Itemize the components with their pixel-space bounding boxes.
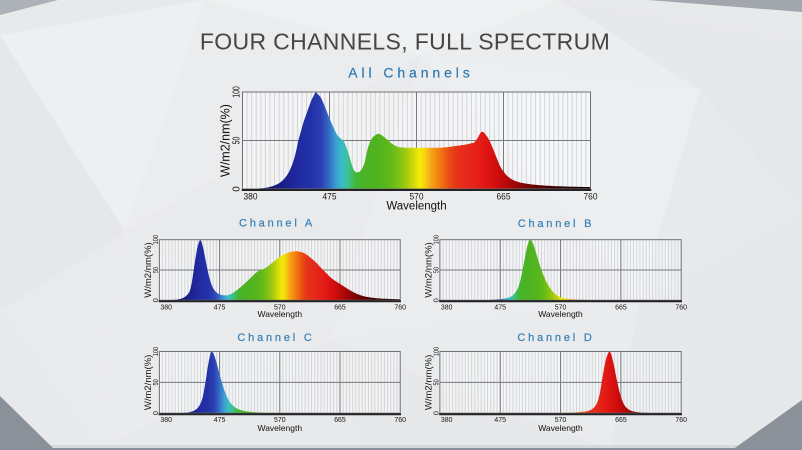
- svg-text:760: 760: [394, 415, 406, 424]
- svg-text:100: 100: [432, 235, 441, 244]
- svg-text:665: 665: [615, 415, 627, 424]
- svg-text:380: 380: [441, 415, 453, 424]
- svg-text:0: 0: [151, 411, 160, 415]
- svg-text:0: 0: [432, 298, 441, 302]
- svg-text:100: 100: [432, 347, 441, 356]
- svg-text:100: 100: [231, 86, 242, 98]
- svg-text:570: 570: [274, 302, 286, 311]
- svg-text:Wavelength: Wavelength: [538, 309, 583, 319]
- svg-text:100: 100: [151, 235, 160, 244]
- svg-text:100: 100: [151, 347, 160, 356]
- svg-text:All Channels: All Channels: [348, 65, 473, 81]
- svg-text:380: 380: [160, 415, 172, 424]
- svg-text:380: 380: [160, 302, 172, 311]
- svg-text:475: 475: [214, 302, 226, 311]
- svg-text:50: 50: [151, 379, 160, 385]
- svg-text:Channel D: Channel D: [517, 332, 594, 344]
- svg-text:665: 665: [497, 192, 511, 202]
- svg-text:380: 380: [244, 192, 258, 202]
- svg-text:570: 570: [410, 192, 424, 202]
- svg-text:W/m2/nm(%): W/m2/nm(%): [219, 104, 233, 177]
- svg-text:0: 0: [151, 298, 160, 302]
- svg-text:475: 475: [494, 415, 506, 424]
- svg-text:FOUR CHANNELS, FULL SPECTRUM: FOUR CHANNELS, FULL SPECTRUM: [200, 29, 610, 55]
- svg-text:Wavelength: Wavelength: [258, 423, 303, 433]
- svg-text:Channel B: Channel B: [518, 218, 595, 230]
- svg-text:665: 665: [334, 415, 346, 424]
- svg-text:50: 50: [151, 267, 160, 273]
- svg-text:Wavelength: Wavelength: [258, 309, 303, 319]
- svg-text:475: 475: [323, 192, 337, 202]
- svg-text:760: 760: [675, 415, 687, 424]
- svg-text:570: 570: [555, 415, 567, 424]
- svg-text:760: 760: [675, 302, 687, 311]
- svg-text:760: 760: [394, 302, 406, 311]
- svg-text:W/m2/nm(%): W/m2/nm(%): [143, 355, 154, 410]
- svg-text:475: 475: [214, 415, 226, 424]
- svg-text:475: 475: [494, 302, 506, 311]
- svg-text:50: 50: [432, 267, 441, 273]
- svg-text:570: 570: [274, 415, 286, 424]
- svg-text:760: 760: [584, 192, 598, 202]
- svg-text:Wavelength: Wavelength: [538, 423, 583, 433]
- svg-text:570: 570: [555, 302, 567, 311]
- svg-text:W/m2/nm(%): W/m2/nm(%): [143, 242, 154, 297]
- svg-text:Wavelength: Wavelength: [386, 200, 446, 212]
- svg-text:Channel C: Channel C: [237, 332, 314, 344]
- svg-text:W/m2/nm(%): W/m2/nm(%): [424, 355, 435, 410]
- svg-text:380: 380: [441, 302, 453, 311]
- svg-text:50: 50: [432, 379, 441, 385]
- svg-text:665: 665: [615, 302, 627, 311]
- svg-text:W/m2/nm(%): W/m2/nm(%): [424, 242, 435, 297]
- svg-text:0: 0: [432, 411, 441, 415]
- svg-text:Channel A: Channel A: [239, 218, 315, 230]
- svg-text:50: 50: [231, 136, 242, 144]
- svg-text:665: 665: [334, 302, 346, 311]
- svg-text:0: 0: [231, 186, 242, 192]
